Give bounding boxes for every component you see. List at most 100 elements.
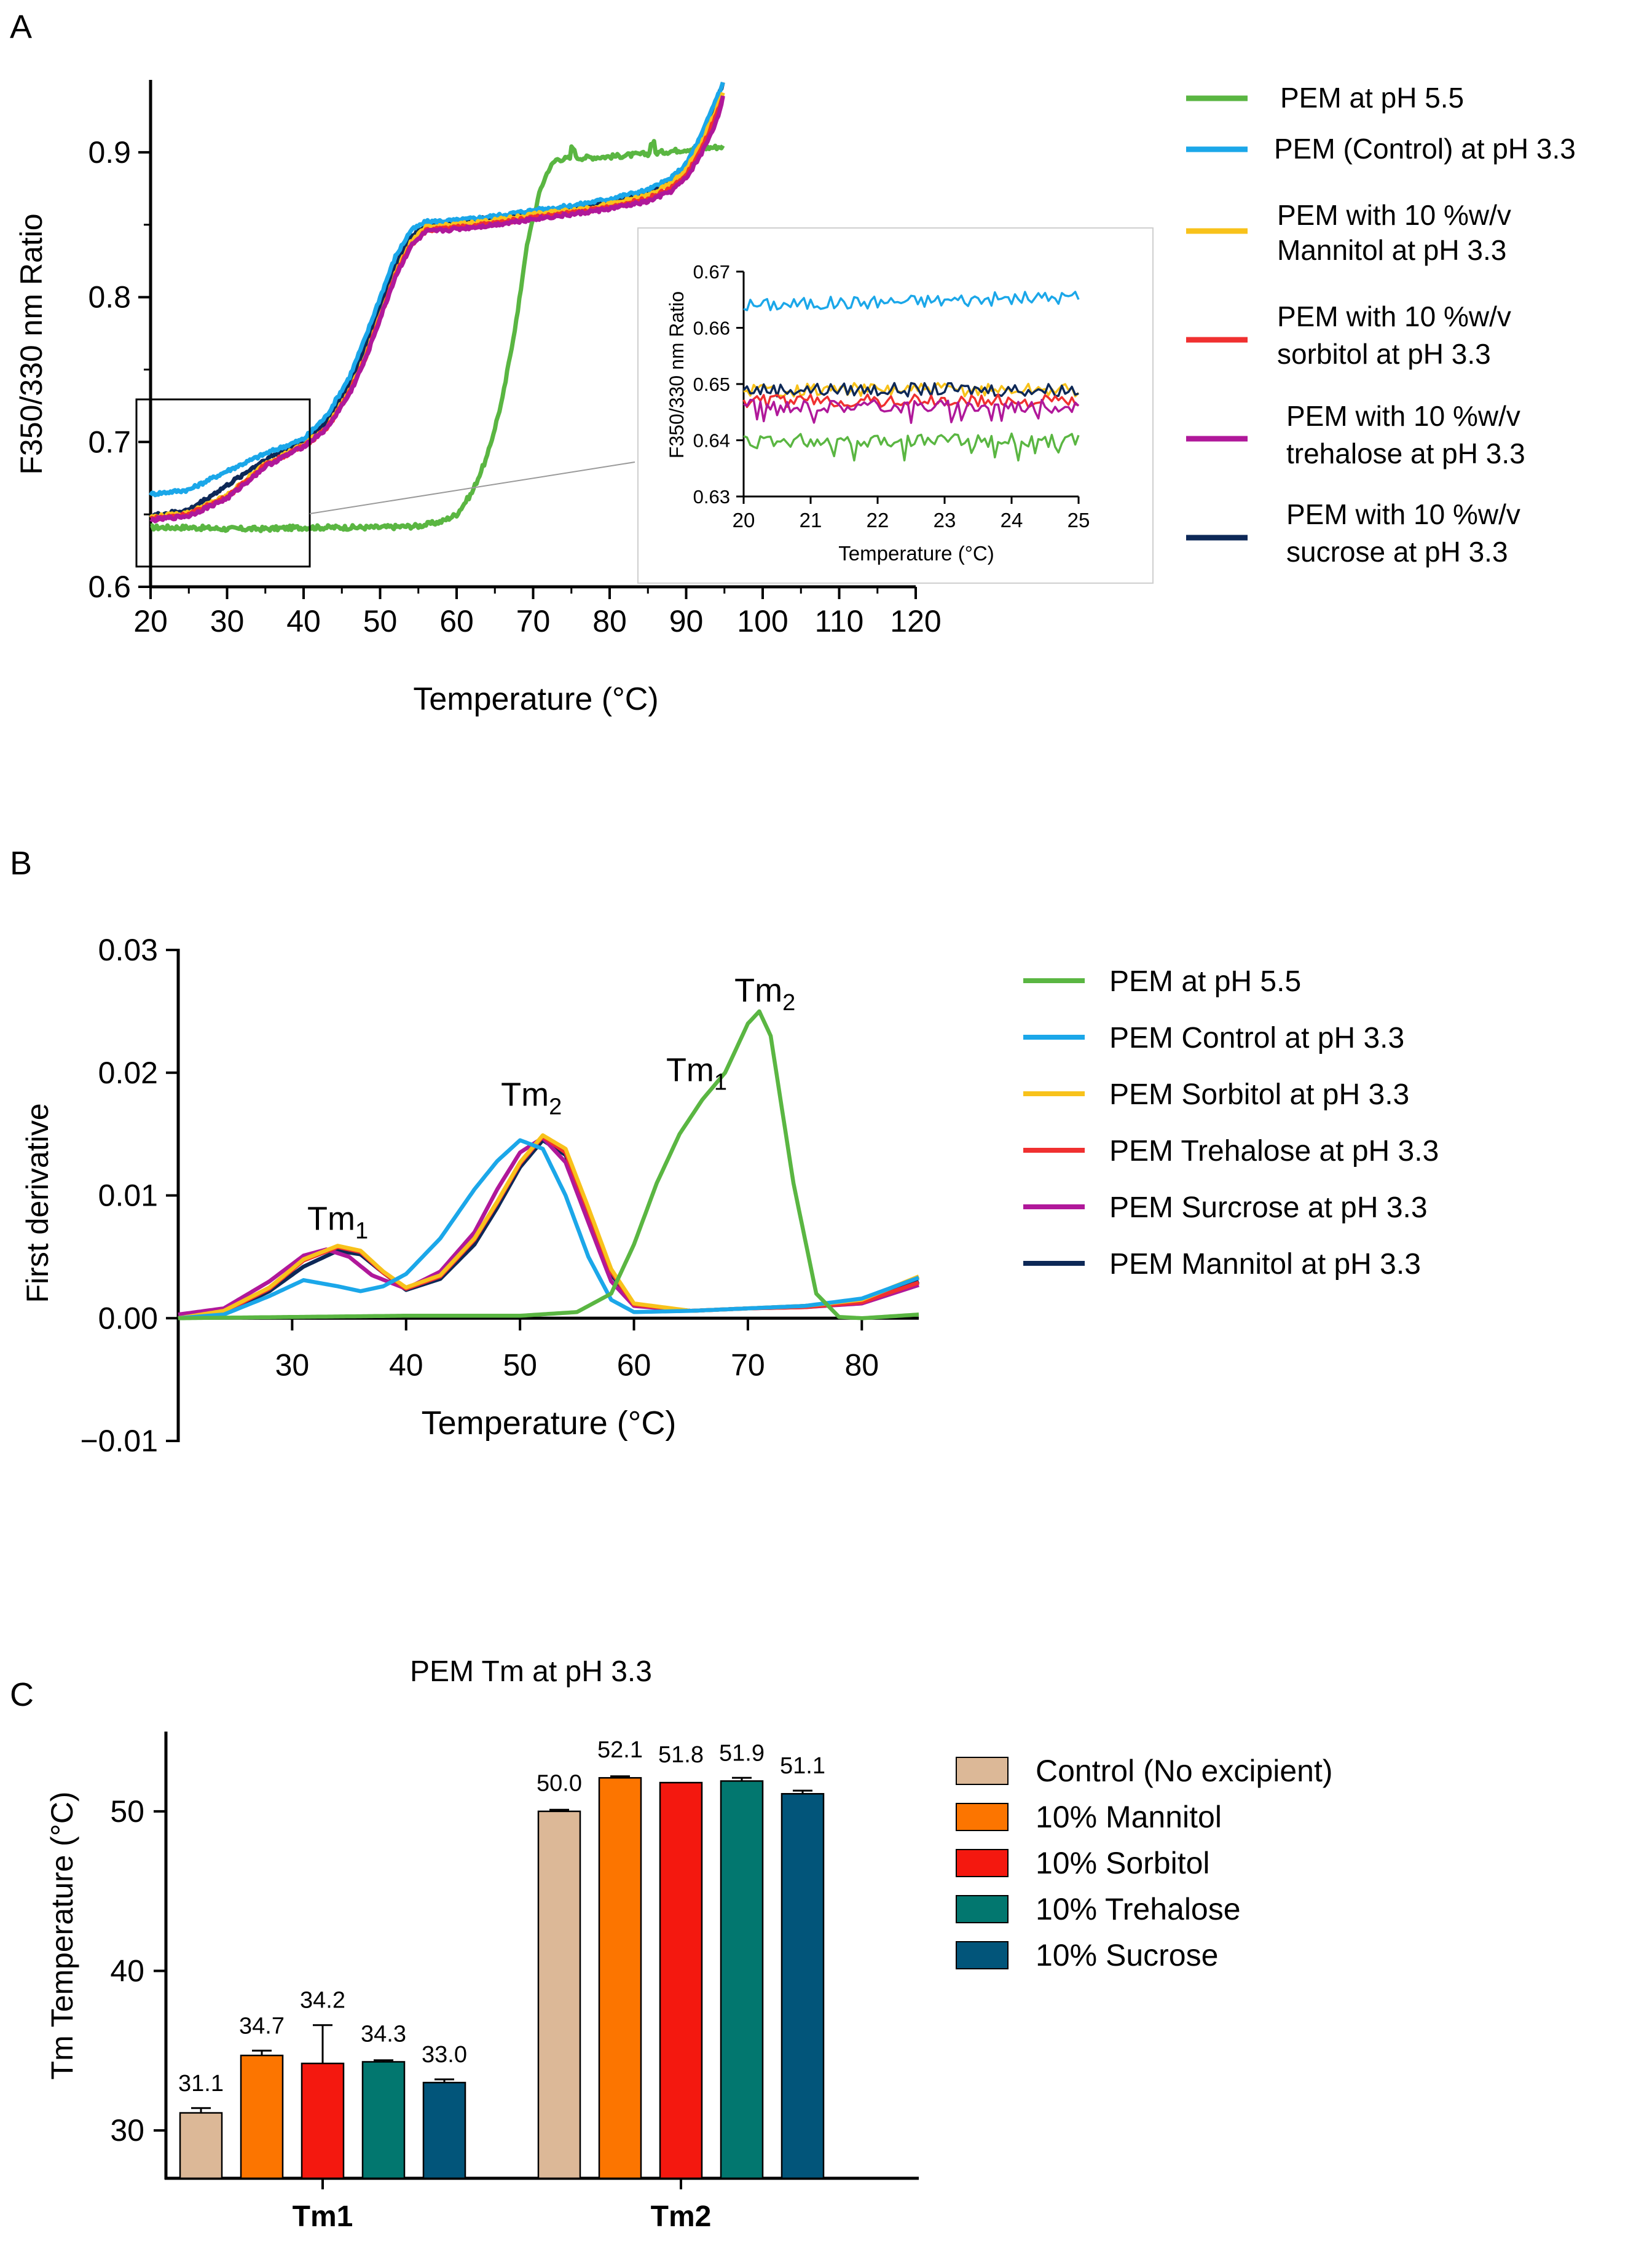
x-tick-label: 120 (890, 604, 941, 638)
inset-x-tick-label: 23 (934, 509, 956, 532)
legend-a-item-4a: PEM with 10 %w/v (1277, 300, 1511, 332)
legend-b-item: PEM Sorbitol at pH 3.3 (1109, 1078, 1409, 1111)
series-line-blue (148, 82, 725, 498)
x-category-label: Tm1 (293, 2200, 353, 2233)
panel-b-x-axis-label: Temperature (°C) (422, 1405, 677, 1442)
bar-tm2-4 (781, 1793, 825, 2180)
bar-tm2-0 (537, 1810, 581, 2180)
panel-c-legend: Control (No excipient) 10% Mannitol 10% So… (956, 1754, 1333, 1972)
x-tick-label: 70 (516, 604, 551, 638)
tm-subscript: 1 (355, 1218, 368, 1244)
y-tick-label: 0.6 (88, 570, 131, 604)
y-tick-label: 0.00 (98, 1301, 158, 1335)
tm-annotation: Tm1 (666, 1052, 727, 1096)
x-tick-label: 30 (210, 604, 245, 638)
panel-b-label: B (10, 845, 32, 882)
bar-value-label: 33.0 (422, 2042, 467, 2068)
panel-b-legend: PEM at pH 5.5 PEM Control at pH 3.3 PEM So… (1023, 965, 1439, 1281)
y-tick-label: 0.02 (98, 1056, 158, 1090)
x-tick-label: 70 (731, 1348, 765, 1382)
y-tick-label: 30 (110, 2113, 144, 2148)
legend-c-item: Control (No excipient) (1036, 1754, 1333, 1788)
y-tick-label: −0.01 (80, 1424, 158, 1458)
bar-tm2-1 (598, 1777, 642, 2180)
x-tick-label: 90 (669, 604, 704, 638)
bar-value-label: 50.0 (537, 1771, 582, 1797)
legend-c-item: 10% Trehalose (1036, 1892, 1241, 1926)
panel-b-y-axis-label: First derivative (20, 1103, 55, 1303)
legend-a-item-6a: PEM with 10 %w/v (1286, 498, 1520, 530)
tm-annotation: Tm2 (734, 972, 795, 1016)
panel-b: B 30 40 50 60 70 80−0.010.000.010.020.03 Tm1T… (10, 845, 1439, 1458)
panel-a-y-axis-label: F350/330 nm Ratio (14, 213, 49, 474)
panel-c: C PEM Tm at pH 3.3 30 40 50 Tm1 Tm2 31.1 34.7… (10, 1655, 1333, 2233)
tm-subscript: 2 (549, 1094, 562, 1120)
panel-c-plot: 31.1 34.7 34.2 34.3 33.0 50.0 52.1 51.8 51.9 51.1 (178, 1737, 825, 2180)
legend-c-swatch-1 (956, 1803, 1009, 1831)
panel-a-inset-y-label: F350/330 nm Ratio (666, 291, 688, 458)
inset-line-red (742, 393, 1079, 409)
panel-a-inset: 20 21 22 23 24 25 0.63 0.64 0.65 0.66 0.67 F350/33… (637, 227, 1154, 584)
inset-x-tick-label: 25 (1068, 509, 1090, 532)
series-line-red (150, 96, 725, 522)
legend-b-item: PEM Mannitol at pH 3.3 (1109, 1248, 1421, 1281)
bar-tm1-0 (179, 2112, 223, 2180)
legend-a-item-6b: sucrose at pH 3.3 (1286, 536, 1508, 568)
tm-annotation: Tm1 (307, 1200, 368, 1244)
bar-tm2-3 (720, 1780, 764, 2180)
tm-label: Tm (501, 1077, 549, 1113)
series-line-navy (149, 82, 725, 519)
panel-c-label: C (10, 1676, 34, 1713)
series-line-navy (178, 1138, 920, 1320)
inset-line-navy (742, 382, 1079, 398)
series-line-green (150, 139, 725, 533)
panel-a-axes: 20 30 40 50 60 70 80 90 100 110 120 0.6 0.7 0.8 0.9 (88, 80, 942, 638)
inset-x-tick-label: 20 (733, 509, 755, 532)
inset-line-green (743, 432, 1080, 462)
bar-value-label: 34.3 (361, 2021, 406, 2047)
legend-c-item: 10% Sorbitol (1036, 1846, 1210, 1880)
panel-a-plot (148, 82, 725, 533)
tm-subscript: 1 (714, 1070, 727, 1096)
x-tick-label: 50 (503, 1348, 537, 1382)
inset-line-blue (743, 291, 1080, 312)
tm-label: Tm (666, 1052, 714, 1089)
legend-a-item-1: PEM at pH 5.5 (1280, 82, 1464, 114)
legend-c-swatch-3 (956, 1895, 1009, 1923)
x-tick-label: 20 (133, 604, 168, 638)
bar-value-label: 31.1 (178, 2071, 224, 2097)
panel-a-inset-plot (742, 291, 1080, 462)
bar-value-label: 34.2 (300, 1988, 345, 2014)
y-tick-label: 0.01 (98, 1179, 158, 1213)
panel-a-x-axis-label: Temperature (°C) (413, 681, 658, 717)
bar-tm1-2 (301, 2062, 345, 2180)
panel-a-legend: PEM at pH 5.5 PEM (Control) at pH 3.3 PE… (1186, 82, 1576, 568)
panel-b-axes: 30 40 50 60 70 80 −0.01 0.00 0.01 0.02 0.03 (80, 933, 919, 1458)
bar-value-label: 52.1 (597, 1737, 643, 1763)
bar-tm1-1 (240, 2054, 284, 2180)
y-tick-label: 50 (110, 1794, 144, 1829)
legend-a-item-5b: trehalose at pH 3.3 (1286, 438, 1525, 469)
tm-annotation: Tm2 (501, 1077, 562, 1120)
panel-a-inset-x-label: Temperature (°C) (838, 542, 994, 565)
legend-b-item: PEM at pH 5.5 (1109, 965, 1301, 998)
series-line-magenta (149, 95, 725, 524)
y-tick-label: 0.7 (88, 425, 131, 459)
legend-c-item: 10% Mannitol (1036, 1800, 1222, 1834)
inset-x-tick-label: 22 (867, 509, 889, 532)
bar-value-label: 34.7 (239, 2013, 285, 2039)
y-tick-label: 0.03 (98, 933, 158, 967)
inset-y-tick-label: 0.63 (693, 486, 730, 508)
inset-y-tick-label: 0.65 (693, 374, 730, 395)
legend-a-item-2: PEM (Control) at pH 3.3 (1274, 133, 1576, 165)
x-tick-label: 30 (275, 1348, 310, 1382)
legend-c-item: 10% Sucrose (1036, 1938, 1218, 1972)
inset-line-orange_yellow (743, 382, 1080, 398)
x-tick-label: 110 (815, 604, 864, 638)
y-tick-label: 0.8 (88, 280, 131, 315)
series-line-green (178, 1009, 919, 1320)
legend-a-item-3b: Mannitol at pH 3.3 (1277, 234, 1506, 266)
x-tick-label: 60 (439, 604, 474, 638)
